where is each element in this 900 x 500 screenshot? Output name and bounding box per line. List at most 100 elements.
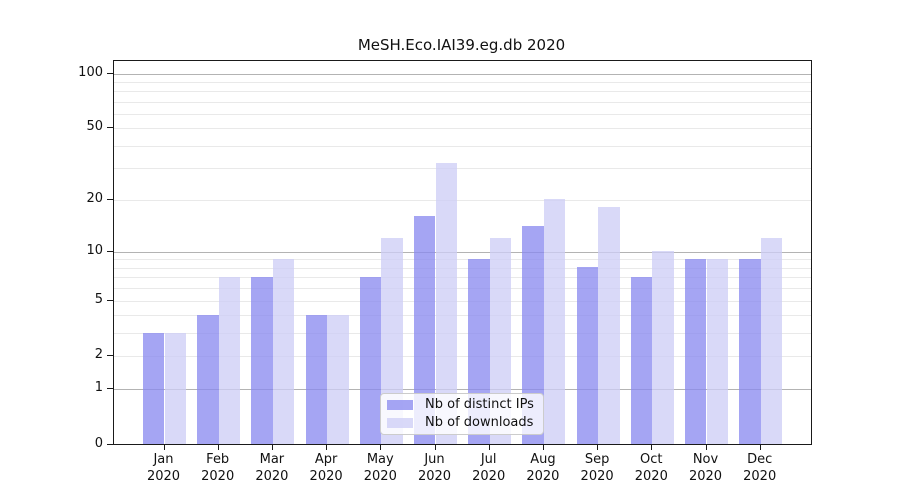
y-tick-2 bbox=[107, 355, 113, 357]
x-tick-year: 2020 bbox=[146, 468, 181, 484]
minor-gridline-8 bbox=[114, 267, 811, 269]
bar-downloads-jan bbox=[164, 332, 187, 444]
bar-downloads-nov bbox=[706, 258, 729, 444]
y-tick-50 bbox=[107, 127, 113, 129]
x-tick-label-feb: Feb 2020 bbox=[190, 451, 246, 485]
minor-gridline-6 bbox=[114, 288, 811, 290]
x-tick-oct bbox=[651, 444, 653, 450]
minor-gridline-60 bbox=[114, 114, 811, 115]
x-tick-year: 2020 bbox=[688, 468, 723, 484]
x-tick-year: 2020 bbox=[472, 468, 506, 484]
y-tick-1 bbox=[107, 387, 113, 389]
y-tick-100 bbox=[107, 72, 113, 74]
y-tick-label-100: 100 bbox=[78, 64, 103, 80]
minor-gridline-7 bbox=[114, 277, 811, 279]
bar-downloads-mar bbox=[272, 258, 295, 444]
legend: Nb of distinct IPs Nb of downloads bbox=[380, 393, 544, 435]
minor-gridline-90 bbox=[114, 81, 811, 83]
y-tick-label-2: 2 bbox=[94, 347, 103, 363]
minor-gridline-50 bbox=[114, 128, 811, 130]
x-tick-month: Jul bbox=[480, 451, 497, 467]
bar-ips-may bbox=[359, 276, 382, 444]
bar-ips-jun bbox=[413, 216, 436, 444]
major-gridline-1 bbox=[114, 388, 811, 390]
x-tick-apr bbox=[326, 444, 328, 450]
bar-downloads-jun bbox=[435, 162, 458, 444]
x-tick-mar bbox=[271, 444, 273, 450]
bar-ips-dec bbox=[739, 258, 761, 444]
x-tick-month: Dec bbox=[747, 451, 773, 467]
legend-label-ips: Nb of distinct IPs bbox=[425, 397, 534, 412]
bar-downloads-apr bbox=[327, 314, 349, 444]
legend-entry-downloads: Nb of downloads bbox=[387, 416, 537, 430]
x-tick-label-nov: Nov 2020 bbox=[678, 451, 734, 485]
bar-ips-apr bbox=[305, 314, 328, 444]
y-tick-20 bbox=[107, 198, 113, 200]
chart-title: MeSH.Eco.IAI39.eg.db 2020 bbox=[357, 36, 566, 54]
bar-ips-jan bbox=[142, 332, 165, 444]
major-gridline-10 bbox=[114, 251, 811, 253]
x-tick-month: Sep bbox=[584, 451, 610, 467]
x-tick-month: Apr bbox=[314, 451, 338, 467]
minor-gridline-4 bbox=[114, 315, 811, 317]
y-tick-label-50: 50 bbox=[86, 119, 103, 135]
bar-downloads-jul bbox=[489, 237, 512, 444]
x-tick-label-jul: Jul 2020 bbox=[461, 451, 517, 485]
x-tick-year: 2020 bbox=[309, 468, 343, 484]
x-tick-label-dec: Dec 2020 bbox=[732, 451, 788, 485]
minor-gridline-30 bbox=[114, 168, 811, 170]
y-tick-label-1: 1 bbox=[94, 379, 103, 395]
plot-area bbox=[113, 60, 812, 445]
legend-swatch-ips bbox=[387, 400, 413, 410]
x-tick-year: 2020 bbox=[255, 468, 289, 484]
x-tick-month: Nov bbox=[692, 451, 719, 467]
y-tick-label-0: 0 bbox=[94, 435, 103, 451]
x-tick-label-apr: Apr 2020 bbox=[298, 451, 354, 485]
minor-gridline-70 bbox=[114, 101, 811, 103]
x-tick-month: Aug bbox=[530, 451, 556, 467]
x-tick-month: Oct bbox=[640, 451, 663, 467]
x-tick-label-oct: Oct 2020 bbox=[623, 451, 679, 485]
legend-entry-distinct-ips: Nb of distinct IPs bbox=[387, 398, 537, 412]
x-tick-year: 2020 bbox=[634, 468, 668, 484]
minor-gridline-80 bbox=[114, 91, 811, 93]
x-tick-year: 2020 bbox=[363, 468, 397, 484]
x-tick-label-mar: Mar 2020 bbox=[244, 451, 300, 485]
x-tick-year: 2020 bbox=[743, 468, 777, 484]
x-tick-feb bbox=[217, 444, 219, 450]
bar-downloads-sep bbox=[598, 207, 620, 444]
major-gridline-100 bbox=[114, 73, 811, 75]
x-tick-month: May bbox=[366, 451, 394, 467]
x-tick-label-may: May 2020 bbox=[352, 451, 408, 485]
bar-ips-oct bbox=[630, 276, 653, 444]
x-tick-month: Feb bbox=[206, 451, 230, 467]
x-tick-label-sep: Sep 2020 bbox=[569, 451, 625, 485]
x-tick-jan bbox=[163, 444, 165, 450]
minor-gridline-2 bbox=[114, 356, 811, 358]
minor-gridline-5 bbox=[114, 300, 811, 302]
y-tick-label-10: 10 bbox=[86, 242, 103, 258]
bar-ips-nov bbox=[684, 258, 707, 444]
x-tick-year: 2020 bbox=[201, 468, 235, 484]
x-tick-label-jun: Jun 2020 bbox=[407, 451, 463, 485]
bar-downloads-oct bbox=[652, 251, 674, 444]
x-tick-nov bbox=[705, 444, 707, 450]
x-tick-label-jan: Jan 2020 bbox=[136, 451, 192, 485]
bar-ips-sep bbox=[576, 267, 599, 444]
minor-gridline-3 bbox=[114, 333, 811, 335]
y-tick-0 bbox=[107, 443, 113, 445]
bar-ips-mar bbox=[251, 276, 273, 444]
legend-swatch-downloads bbox=[387, 418, 413, 428]
x-tick-jul bbox=[488, 444, 490, 450]
x-tick-sep bbox=[597, 444, 599, 450]
x-tick-month: Jan bbox=[153, 451, 174, 467]
bar-downloads-dec bbox=[760, 237, 783, 444]
bar-downloads-aug bbox=[543, 199, 566, 444]
bar-ips-feb bbox=[197, 314, 219, 444]
y-tick-5 bbox=[107, 299, 113, 301]
x-tick-label-aug: Aug 2020 bbox=[515, 451, 571, 485]
x-tick-month: Jun bbox=[424, 451, 445, 467]
x-tick-may bbox=[380, 444, 382, 450]
bar-ips-aug bbox=[522, 226, 544, 444]
x-tick-dec bbox=[759, 444, 761, 450]
